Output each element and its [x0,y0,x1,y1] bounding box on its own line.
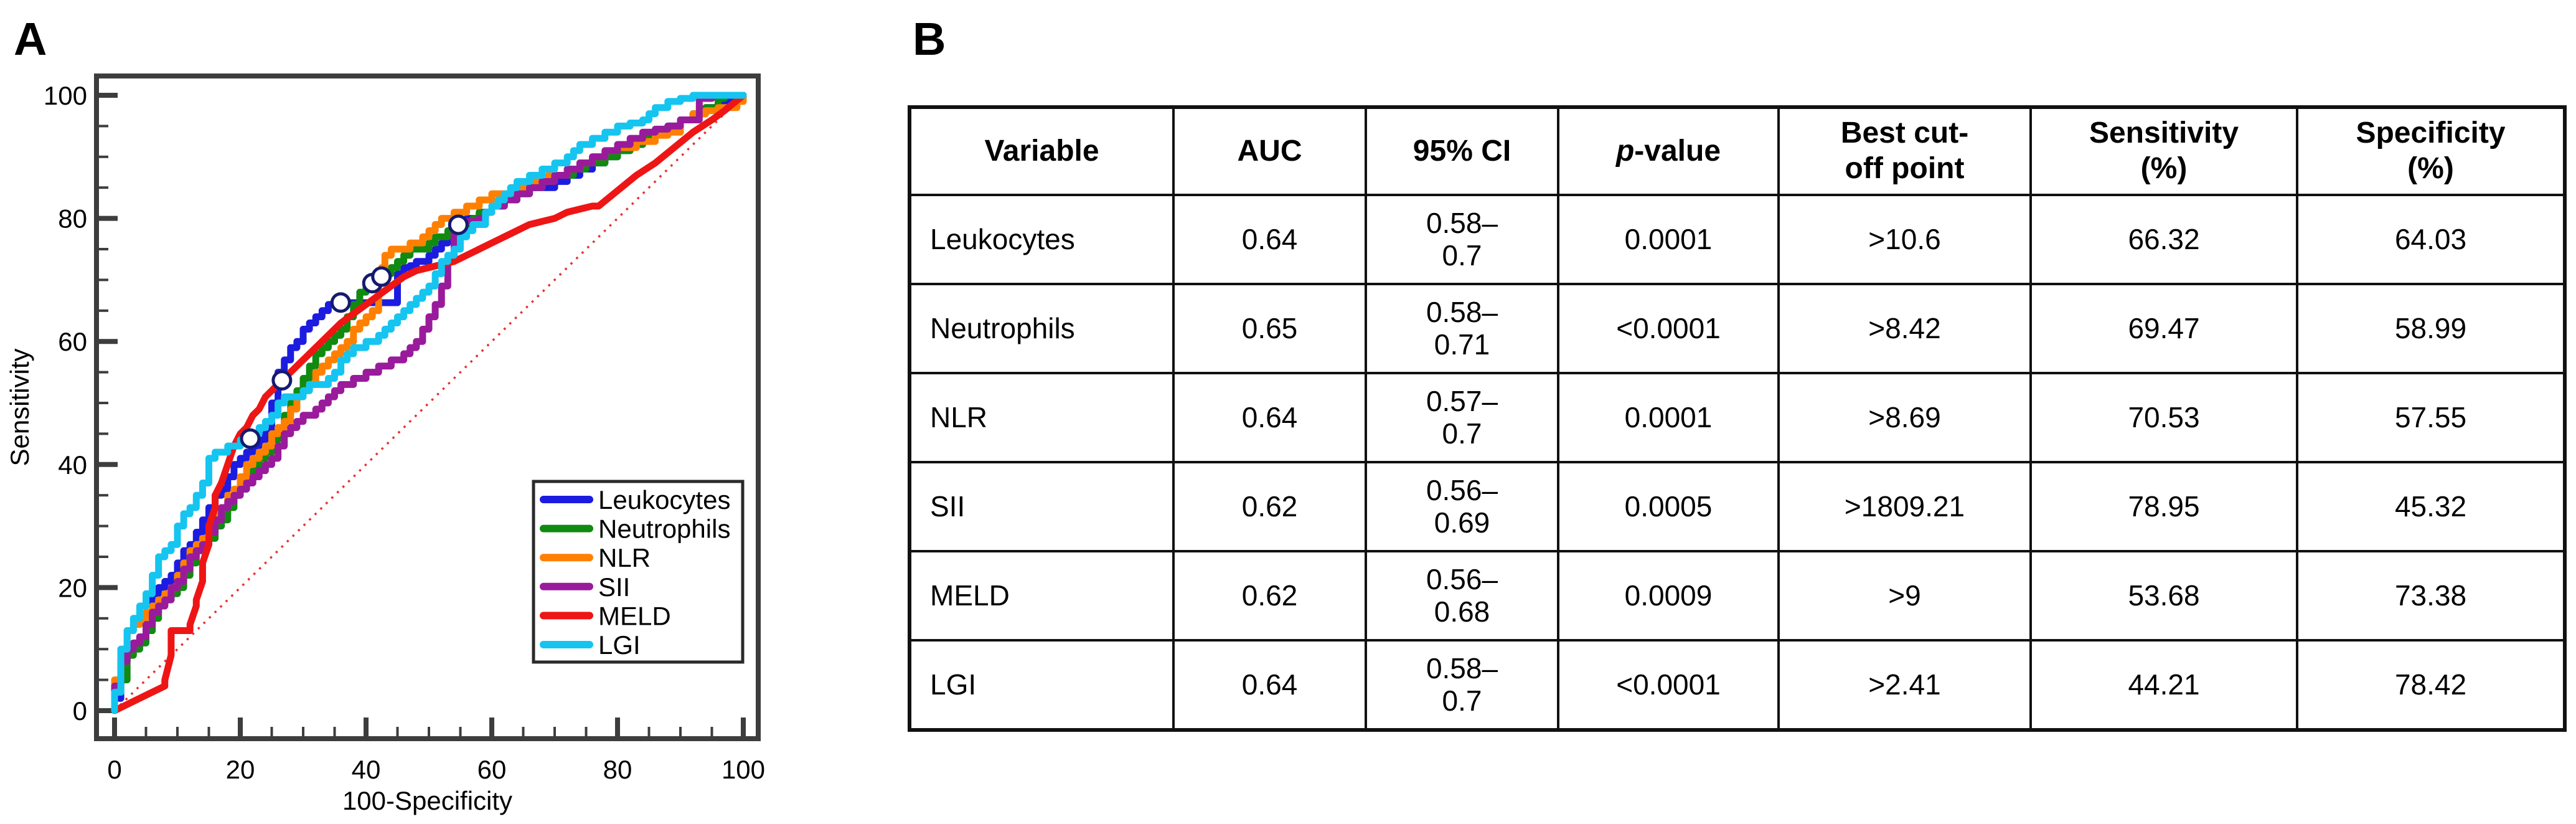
table-cell: 0.56– 0.69 [1365,461,1559,552]
y-tick-label: 40 [58,450,87,480]
table-cell: 0.0005 [1557,461,1780,552]
table-cell: 0.64 [1172,639,1367,731]
table-row: Leukocytes 0.64 0.58– 0.7 0.0001 >10.6 66.32 6… [908,194,2566,285]
table-cell: 0.56– 0.68 [1365,550,1559,642]
table-cell: >8.42 [1777,283,2032,374]
table-cell: LGI [908,639,1175,731]
legend-label-sii: SII [598,572,630,602]
table-cell: 0.64 [1172,372,1367,463]
table-cell: 0.58– 0.7 [1365,639,1559,731]
cutoff-marker-meld [271,370,293,391]
table-cell: >9 [1777,550,2032,642]
table-cell: 0.0001 [1557,194,1780,285]
table-row: SII 0.62 0.56– 0.69 0.0005 >1809.21 78.95 45.3… [908,461,2566,552]
table-row: Neutrophils 0.65 0.58– 0.71 <0.0001 >8.42 69.… [908,283,2566,374]
cutoff-marker-sii [448,214,469,235]
table-cell: SII [908,461,1175,552]
legend-label-lgi: LGI [598,630,641,660]
table-cell: 0.57– 0.7 [1365,372,1559,463]
table-cell: <0.0001 [1557,283,1780,374]
table-cell: 0.62 [1172,461,1367,552]
table-cell: >1809.21 [1777,461,2032,552]
table-cell: 0.62 [1172,550,1367,642]
legend-label-neutrophils: Neutrophils [598,514,730,544]
table-cell: 0.58– 0.7 [1365,194,1559,285]
table-cell: Leukocytes [908,194,1175,285]
x-tick-label: 100 [722,755,765,784]
table-header-cell: Specificity (%) [2296,106,2566,196]
table-cell: 58.99 [2296,283,2566,374]
legend-label-leukocytes: Leukocytes [598,485,730,514]
table-header-cell: p-value [1557,106,1780,196]
table-row: MELD 0.62 0.56– 0.68 0.0009 >9 53.68 73.38 [908,550,2566,642]
legend-label-nlr: NLR [598,543,651,572]
x-tick-label: 20 [226,755,255,784]
table-cell: NLR [908,372,1175,463]
table-body: Leukocytes 0.64 0.58– 0.7 0.0001 >10.6 66.32 6… [908,194,2566,731]
x-axis-title: 100-Specificity [342,786,512,815]
x-tick-label: 80 [603,755,632,784]
table-header-cell: 95% CI [1365,106,1559,196]
y-tick-label: 60 [58,327,87,356]
table-header-cell: Variable [908,106,1175,196]
cutoff-marker-leukocytes [330,292,351,313]
table-cell: 66.32 [2029,194,2298,285]
table-cell: >8.69 [1777,372,2032,463]
table-cell: 0.0001 [1557,372,1780,463]
legend-label-meld: MELD [598,601,671,630]
x-tick-label: 40 [352,755,381,784]
x-tick-label: 0 [107,755,121,784]
table-cell: <0.0001 [1557,639,1780,731]
plot-frame [94,73,761,741]
table-cell: 78.95 [2029,461,2298,552]
table-cell: 0.58– 0.71 [1365,283,1559,374]
table-cell: 45.32 [2296,461,2566,552]
table-cell: 57.55 [2296,372,2566,463]
table-cell: >2.41 [1777,639,2032,731]
y-tick-label: 80 [58,204,87,234]
table-cell: >10.6 [1777,194,2032,285]
table-cell: 0.64 [1172,194,1367,285]
table-cell: 78.42 [2296,639,2566,731]
y-axis-title: Sensitivity [5,348,34,466]
results-table: Variable AUC 95% CI p-value Best cut- off po… [908,105,2567,732]
y-tick-label: 100 [44,81,87,110]
legend-box [532,480,745,664]
y-tick-label: 0 [73,696,87,726]
table-row: LGI 0.64 0.58– 0.7 <0.0001 >2.41 44.21 78.42 [908,639,2566,731]
cutoff-marker-lgi [240,428,261,449]
table-cell: 44.21 [2029,639,2298,731]
panel-b-label: B [913,13,946,65]
x-tick-label: 60 [477,755,507,784]
roc-curve-sii [111,92,747,714]
roc-curve-lgi [111,92,747,714]
table-cell: 0.65 [1172,283,1367,374]
cutoff-marker-nlr [371,266,392,287]
table-row: NLR 0.64 0.57– 0.7 0.0001 >8.69 70.53 57.55 [908,372,2566,463]
chance-diagonal [113,94,745,712]
table-cell: 0.0009 [1557,550,1780,642]
table-header-cell: Sensitivity (%) [2029,106,2298,196]
panel-a-label: A [14,13,47,65]
table-cell: MELD [908,550,1175,642]
table-header-cell: Best cut- off point [1777,106,2032,196]
table-cell: Neutrophils [908,283,1175,374]
y-tick-label: 20 [58,573,87,602]
table-cell: 64.03 [2296,194,2566,285]
table-header-row: Variable AUC 95% CI p-value Best cut- off po… [908,106,2566,196]
table-cell: 70.53 [2029,372,2298,463]
table-header: Variable AUC 95% CI p-value Best cut- off po… [908,106,2566,196]
roc-chart: 00 20 20 40 40 60 60 80 80 100 100 100-Specificity S… [5,73,765,815]
table-header-cell: AUC [1172,106,1367,196]
table-cell: 53.68 [2029,550,2298,642]
roc-curve-meld [111,92,747,714]
table-cell: 69.47 [2029,283,2298,374]
table-cell: 73.38 [2296,550,2566,642]
